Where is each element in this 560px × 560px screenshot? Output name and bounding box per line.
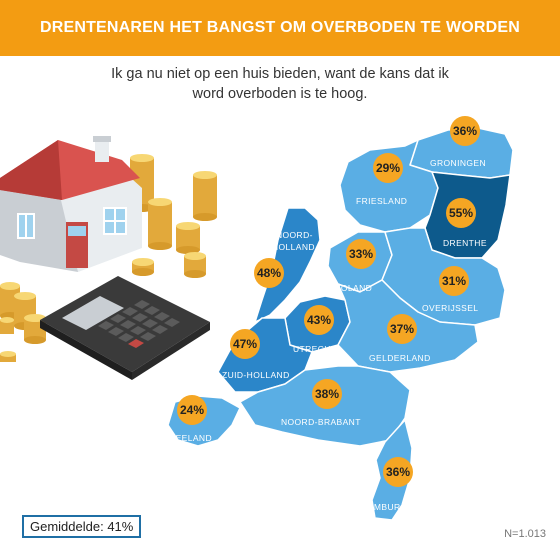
- label-limburg: LIMBURG: [366, 502, 408, 512]
- house: [0, 136, 142, 272]
- badge-noord-holland: [254, 258, 284, 288]
- value-drenthe: 55%: [449, 206, 473, 220]
- badge-utrecht: [304, 305, 334, 335]
- badge-zuid-holland: [230, 329, 260, 359]
- sample-size: N=1.013: [504, 528, 546, 540]
- value-groningen: 36%: [453, 124, 477, 138]
- header-banner: DRENTENAREN HET BANGST OM OVERBODEN TE W…: [0, 0, 560, 56]
- badge-overijssel: [439, 266, 469, 296]
- house-roof-side: [0, 140, 62, 200]
- value-noord-holland: 48%: [257, 266, 281, 280]
- subtitle-line-2: word overboden is te hoog.: [192, 86, 368, 102]
- housing-illustration: [0, 136, 217, 380]
- netherlands-map: [167, 127, 514, 521]
- coin-stack: [132, 258, 154, 276]
- value-utrecht: 43%: [307, 313, 331, 327]
- average-box: Gemiddelde: 41%: [22, 515, 142, 538]
- value-gelderland: 37%: [390, 322, 414, 336]
- label-friesland: FRIESLAND: [356, 196, 407, 206]
- label-utrecht: UTRECHT: [293, 344, 336, 354]
- badge-flevoland: [346, 239, 376, 269]
- subtitle: Ik ga nu niet op een huis bieden, want d…: [0, 64, 560, 104]
- label-drenthe: DRENTHE: [443, 238, 487, 248]
- value-flevoland: 33%: [349, 247, 373, 261]
- label-noord-holland-1: NOORD-: [276, 230, 313, 240]
- value-overijssel: 31%: [442, 274, 466, 288]
- coin-stacks-front: [0, 282, 46, 362]
- label-zuid-holland: ZUID-HOLLAND: [222, 370, 290, 380]
- percentage-badges: 36% 29% 55% 48% 33% 31% 43% 37% 47% 24% …: [177, 116, 480, 487]
- window-icon: [103, 207, 127, 235]
- value-friesland: 29%: [376, 161, 400, 175]
- label-gelderland: GELDERLAND: [369, 353, 431, 363]
- coin-stacks: [130, 154, 217, 278]
- badge-gelderland: [387, 314, 417, 344]
- label-flevoland: FLEVOLAND: [318, 283, 372, 293]
- calculator-icon: [40, 276, 210, 380]
- value-noord-brabant: 38%: [315, 387, 339, 401]
- chimney: [95, 140, 109, 162]
- label-noord-brabant: NOORD-BRABANT: [281, 417, 361, 427]
- badge-friesland: [373, 153, 403, 183]
- label-overijssel: OVERIJSSEL: [422, 303, 478, 313]
- coin-stack: [176, 222, 200, 254]
- badge-noord-brabant: [312, 379, 342, 409]
- province-labels: GRONINGEN FRIESLAND DRENTHE NOORD- HOLLA…: [170, 158, 487, 512]
- label-groningen: GRONINGEN: [430, 158, 486, 168]
- coin-stack: [184, 252, 206, 278]
- window-icon: [17, 213, 35, 239]
- coin-stack: [148, 198, 172, 250]
- badge-drenthe: [446, 198, 476, 228]
- subtitle-line-1: Ik ga nu niet op een huis bieden, want d…: [111, 66, 449, 82]
- house-left-wall: [0, 186, 78, 272]
- badge-zeeland: [177, 395, 207, 425]
- coin-stack: [193, 171, 217, 221]
- badge-groningen: [450, 116, 480, 146]
- coin-stack: [0, 317, 14, 334]
- value-limburg: 36%: [386, 465, 410, 479]
- coin-stack: [0, 351, 16, 362]
- label-noord-holland-2: HOLLAND: [272, 242, 315, 252]
- value-zuid-holland: 47%: [233, 337, 257, 351]
- header-title: DRENTENAREN HET BANGST OM OVERBODEN TE W…: [39, 19, 521, 36]
- value-zeeland: 24%: [180, 403, 204, 417]
- label-zeeland: ZEELAND: [170, 433, 212, 443]
- badge-limburg: [383, 457, 413, 487]
